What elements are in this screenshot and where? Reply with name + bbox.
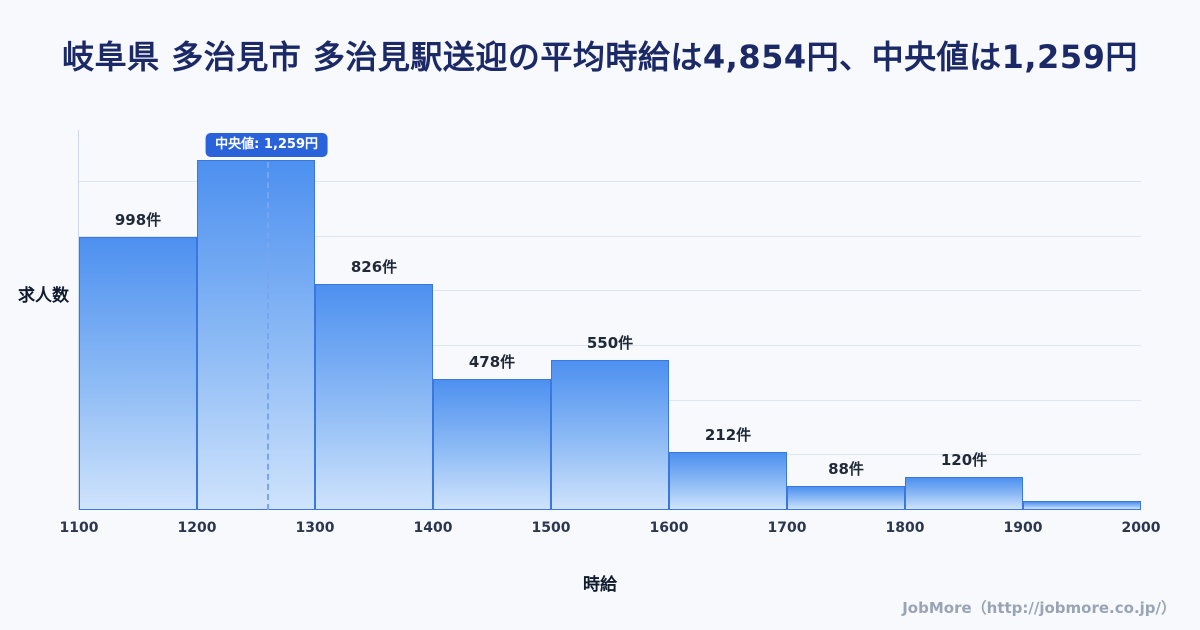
bar-count-label: 478件	[468, 353, 516, 372]
bar-count-label: 88件	[828, 459, 864, 478]
bar-count-label: 120件	[940, 451, 988, 470]
y-axis-label: 求人数	[18, 286, 69, 306]
page-title: 岐阜県 多治見市 多治見駅送迎の平均時給は4,854円、中央値は1,259円	[62, 38, 1138, 76]
x-tick-label: 1100	[59, 520, 99, 536]
histogram-bar[interactable]	[905, 477, 1023, 510]
histogram-bar[interactable]	[79, 237, 197, 510]
median-line	[266, 162, 269, 510]
histogram-bar[interactable]	[315, 284, 433, 510]
x-tick-label: 1900	[1003, 520, 1043, 536]
gridline	[79, 180, 1141, 182]
histogram-bar[interactable]	[433, 379, 551, 510]
gridline	[79, 235, 1141, 237]
histogram-bar[interactable]	[197, 160, 315, 510]
plot-area: 998件 826件 478件 550件 212件 88件 120件 中央値: 1,259円 …	[60, 130, 1160, 536]
gridline	[79, 290, 1141, 292]
bar-count-label: 998件	[114, 211, 162, 230]
x-tick-label: 1200	[177, 520, 217, 536]
bar-count-label: 550件	[586, 333, 634, 352]
median-tooltip: 中央値: 1,259円	[205, 133, 329, 158]
bar-count-label: 212件	[704, 426, 752, 445]
x-tick-label: 1800	[885, 520, 925, 536]
x-tick-label: 1600	[649, 520, 689, 536]
x-tick-label: 2000	[1121, 520, 1161, 536]
x-tick-label: 1500	[531, 520, 571, 536]
watermark-credit: JobMore（http://jobmore.co.jp/）	[902, 599, 1176, 617]
x-tick-label: 1300	[295, 520, 335, 536]
histogram-bar[interactable]	[787, 485, 905, 510]
x-tick-label: 1400	[413, 520, 453, 536]
x-axis-label: 時給	[583, 575, 617, 595]
histogram-bar[interactable]	[669, 452, 787, 510]
histogram-bar[interactable]	[1023, 500, 1141, 510]
gridline	[79, 344, 1141, 346]
x-tick-label: 1700	[767, 520, 807, 536]
histogram-bar[interactable]	[551, 359, 669, 510]
bar-count-label: 826件	[350, 258, 398, 277]
